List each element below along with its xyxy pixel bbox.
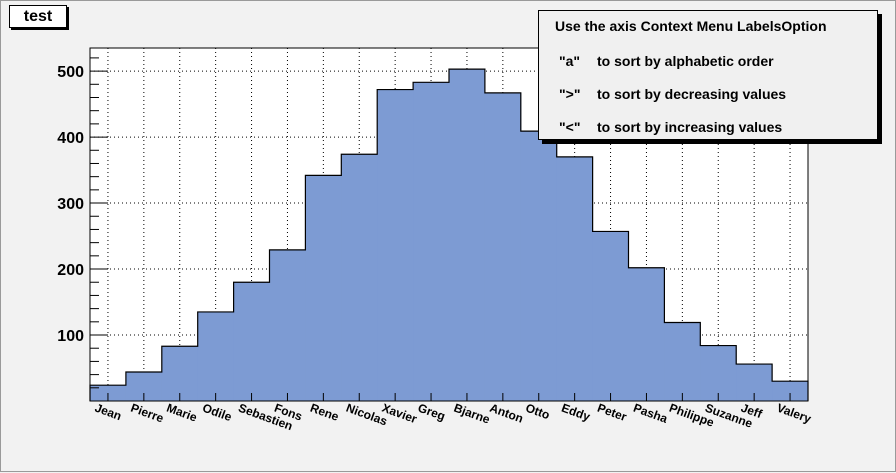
legend-text: to sort by increasing values: [597, 119, 783, 135]
x-tick-label-valery: Valery: [775, 401, 813, 426]
legend-key: "<": [559, 119, 581, 135]
x-tick-label-greg: Greg: [416, 401, 447, 424]
bar-peter: [592, 231, 629, 401]
legend-heading: Use the axis Context Menu LabelsOption: [555, 18, 827, 34]
histogram-outline: [89, 68, 809, 401]
y-tick-label: 500: [57, 64, 84, 81]
legend-row-decreasing: ">" to sort by decreasing values: [559, 86, 786, 102]
x-tick-label-bjarne: Bjarne: [452, 401, 492, 427]
bar-anton: [484, 92, 522, 402]
legend-text: to sort by decreasing values: [597, 86, 787, 102]
x-tick-label-jean: Jean: [93, 401, 123, 424]
bar-eddy: [556, 156, 594, 401]
x-tick-label-rene: Rene: [308, 401, 341, 424]
x-tick-label-otto: Otto: [524, 401, 552, 423]
legend-row-increasing: "<" to sort by increasing values: [559, 119, 782, 135]
bar-sebastien: [233, 282, 270, 401]
bar-bjarne: [449, 69, 486, 402]
bar-marie: [161, 346, 199, 401]
bar-nicolas: [341, 154, 378, 401]
bar-valery: [772, 381, 809, 401]
bar-otto: [520, 131, 558, 401]
y-tick-label: 200: [57, 262, 84, 279]
x-tick-label-eddy: Eddy: [560, 401, 593, 424]
bar-odile: [197, 311, 235, 401]
bar-rene: [305, 175, 342, 401]
legend-box: Use the axis Context Menu LabelsOption "…: [538, 10, 878, 140]
legend-key: "a": [559, 53, 581, 69]
bar-greg: [413, 82, 450, 402]
bar-philippe: [664, 322, 701, 401]
legend-row-alphabetic: "a" to sort by alphabetic order: [559, 53, 774, 69]
x-tick-label-peter: Peter: [596, 401, 629, 425]
chart-title: test: [9, 5, 67, 28]
x-tick-label-pierre: Pierre: [129, 401, 166, 426]
bar-fons: [269, 249, 306, 401]
x-tick-label-odile: Odile: [201, 401, 234, 425]
bar-pasha: [628, 267, 665, 401]
x-tick-label-marie: Marie: [165, 401, 200, 425]
legend-text: to sort by alphabetic order: [597, 53, 774, 69]
x-tick-label-pasha: Pasha: [631, 401, 669, 426]
bar-xavier: [377, 89, 414, 401]
x-tick-label-anton: Anton: [488, 401, 525, 426]
bar-suzanne: [700, 345, 737, 401]
y-tick-label: 100: [57, 328, 84, 345]
y-tick-label: 400: [57, 130, 84, 147]
y-tick-label: 300: [57, 196, 84, 213]
legend-key: ">": [559, 86, 581, 102]
